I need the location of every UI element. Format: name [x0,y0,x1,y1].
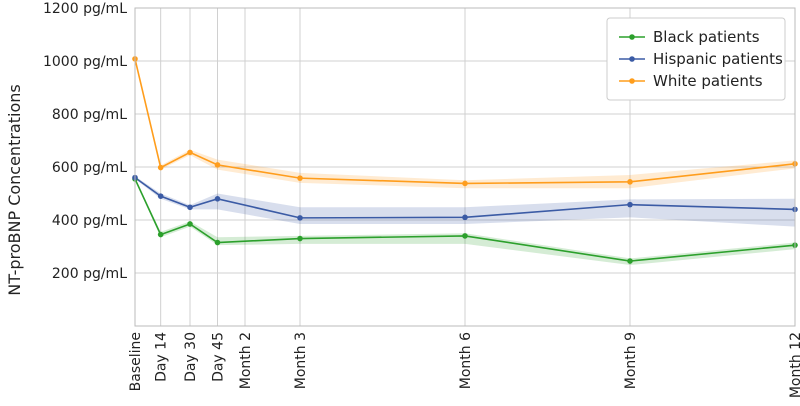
hispanic-patients-point [627,201,633,208]
x-tick-label: Month 6 [458,332,474,389]
black-patients-point [627,258,633,264]
y-tick-label: 800 pg/mL [52,107,127,123]
black-patients-point [187,221,193,227]
black-patients-legend-label: Black patients [653,28,760,46]
white-patients-point [627,179,633,185]
x-tick-label: Baseline [128,332,144,391]
hispanic-patients-band [135,176,795,227]
y-tick-label: 400 pg/mL [52,213,127,229]
white-patients-legend-marker [629,78,635,84]
white-patients-point [187,149,193,156]
legend: Black patients Hispanic patients White pat… [606,17,786,101]
black-patients-point [157,231,164,238]
x-tick-label: Day 14 [154,332,170,382]
x-tick-label: Month 3 [293,332,309,389]
white-patients-band [135,57,795,189]
series-points [132,56,798,264]
y-tick-labels: 200 pg/mL 400 pg/mL 600 pg/mL 800 pg/mL 1000… [43,1,127,282]
white-patients-legend-label: White patients [653,72,763,90]
white-patients-point [157,164,164,171]
hispanic-patients-legend-marker [629,56,635,62]
hispanic-patients-point [157,193,164,199]
y-tick-label: 200 pg/mL [52,266,127,282]
x-tick-label: Day 45 [211,332,227,382]
black-patients-point [462,233,468,239]
y-tick-label: 600 pg/mL [52,160,127,176]
hispanic-patients-line [134,176,796,219]
white-patients-point [297,175,303,181]
hispanic-patients-legend-label: Hispanic patients [653,50,783,68]
black-patients-point [214,239,221,246]
x-tick-label: Day 30 [183,332,199,382]
x-tick-label: Month 12 [788,332,800,398]
black-patients-point [297,235,303,242]
hispanic-patients-point [187,204,193,211]
series-lines [134,58,796,262]
hispanic-patients-point [214,196,221,202]
x-tick-labels: Baseline Day 14 Day 30 Day 45 Month 2 Month 3… [128,332,800,398]
plot-frame [134,7,796,327]
legend-box [606,17,786,101]
y-axis-title: NT-proBNP Concentrations [5,84,24,295]
y-tick-label: 1000 pg/mL [43,54,127,70]
x-tick-label: Month 2 [238,332,254,389]
white-patients-point [462,180,468,187]
y-tick-label: 1200 pg/mL [43,1,127,17]
x-tick-label: Month 9 [623,332,639,389]
confidence-bands [135,57,795,266]
black-patients-line [134,178,796,262]
white-patients-line [134,58,796,185]
black-patients-band [135,177,795,266]
white-patients-point [214,162,221,168]
hispanic-patients-point [297,215,303,221]
black-patients-legend-marker [629,34,635,40]
hispanic-patients-point [462,214,468,221]
